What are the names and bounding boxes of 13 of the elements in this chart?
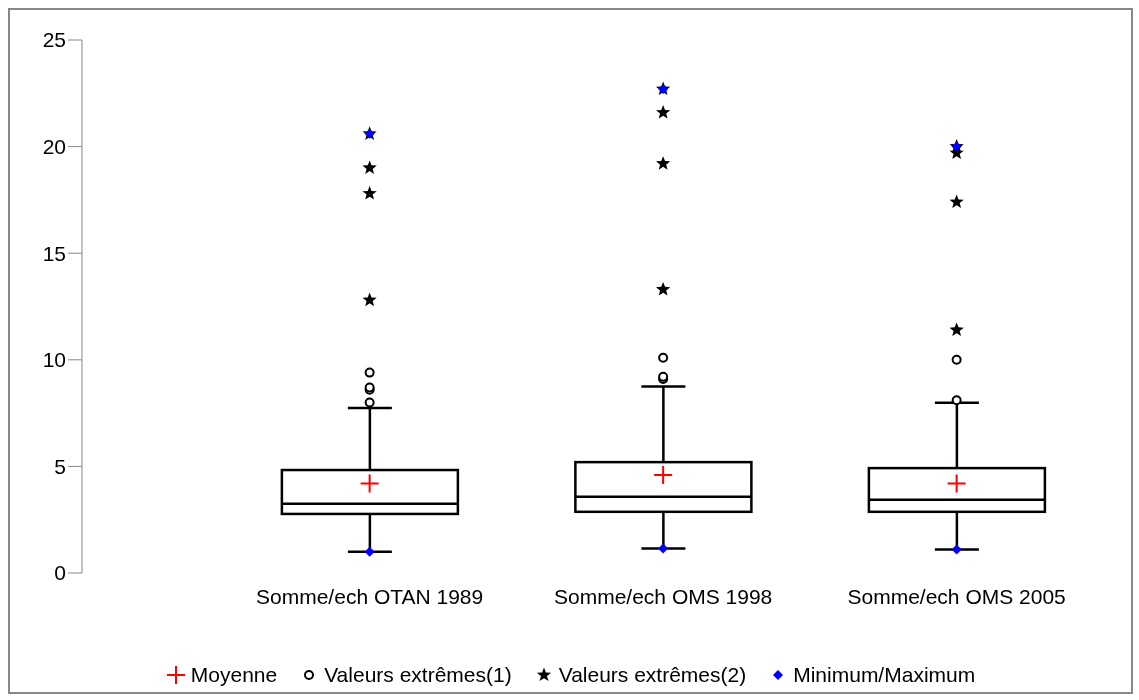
x-tick-label: Somme/ech OMS 1998 bbox=[554, 584, 773, 608]
legend-label: Valeurs extrêmes(2) bbox=[558, 663, 747, 687]
legend-label: Valeurs extrêmes(1) bbox=[324, 663, 512, 687]
y-tick-label: 10 bbox=[42, 348, 66, 372]
y-tick-label: 0 bbox=[54, 561, 66, 585]
x-tick-label: Somme/ech OMS 2005 bbox=[847, 584, 1066, 608]
legend-label: Moyenne bbox=[190, 663, 278, 687]
x-tick-label: Somme/ech OTAN 1989 bbox=[256, 584, 484, 608]
y-tick-label: 5 bbox=[54, 454, 66, 478]
y-tick-label: 25 bbox=[42, 28, 66, 52]
y-tick-label: 20 bbox=[42, 135, 66, 159]
legend-label: Minimum/Maximum bbox=[793, 663, 976, 687]
y-tick-label: 15 bbox=[42, 241, 66, 265]
